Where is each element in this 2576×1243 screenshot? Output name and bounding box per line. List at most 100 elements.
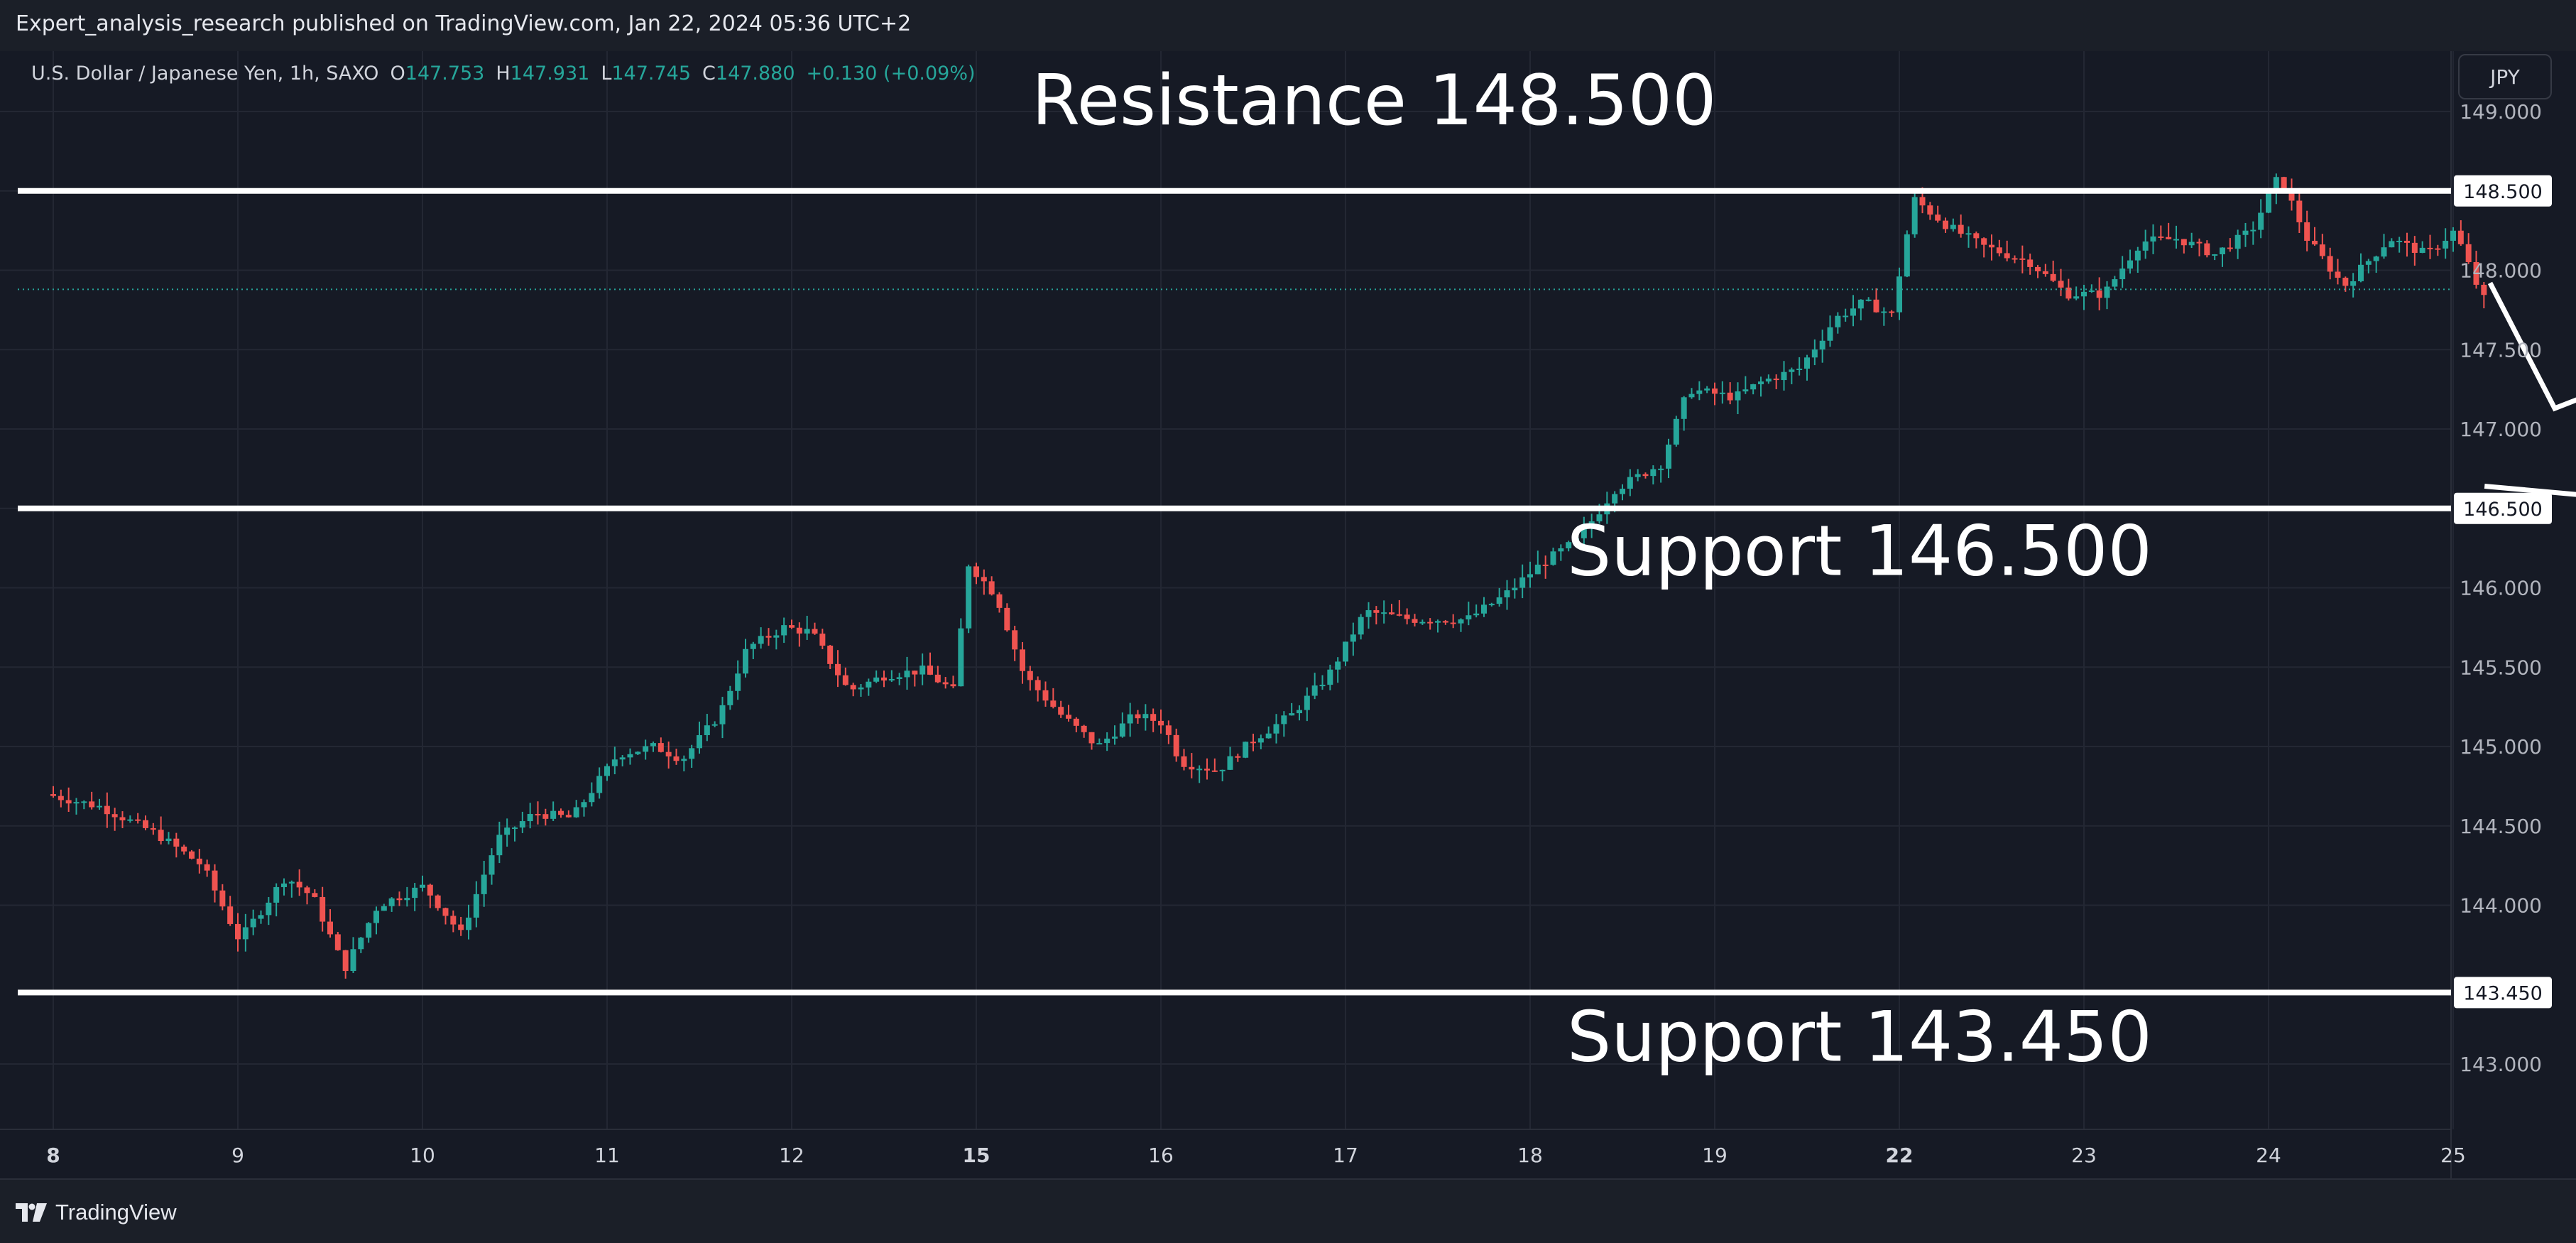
candle-body: [896, 677, 902, 679]
candle-body: [689, 748, 695, 759]
candle-body: [1811, 349, 1818, 358]
price-level-flag-text: 146.500: [2463, 499, 2543, 521]
candle-body: [2358, 264, 2364, 281]
price-level-flag-text: 143.450: [2463, 982, 2543, 1004]
price-axis[interactable]: 143.000 144.000 144.500 145.000 145.500 146.0…: [2454, 100, 2552, 1076]
candle-body: [2188, 241, 2195, 246]
candle-body: [1135, 714, 1141, 719]
candle-body: [466, 917, 471, 930]
candle-body: [381, 906, 387, 911]
candle-body: [1919, 197, 1926, 206]
candle-body: [1865, 299, 1872, 301]
candle-body: [1250, 742, 1256, 744]
projection-arrowhead[interactable]: [2484, 445, 2576, 508]
price-level-flag-text: 148.500: [2463, 181, 2543, 203]
candle-body: [320, 896, 326, 922]
candle-body: [1650, 469, 1657, 477]
projection[interactable]: [2484, 281, 2576, 508]
candle-body: [158, 830, 164, 842]
price-level-flag[interactable]: [2454, 492, 2552, 524]
candle-body: [1204, 769, 1210, 771]
annotation-text[interactable]: Support 146.500: [1567, 511, 2152, 592]
change-value: +0.130 (+0.09%): [806, 63, 976, 85]
open-value: 147.753: [405, 63, 485, 85]
candle-body: [1450, 622, 1456, 624]
candle-body: [542, 814, 549, 819]
candle-body: [735, 673, 741, 691]
time-tick-label: 16: [1148, 1144, 1174, 1167]
price-level-flag[interactable]: [2454, 175, 2552, 207]
candle-body: [1881, 311, 1887, 313]
candle-body: [1219, 769, 1226, 771]
candle-body: [1142, 714, 1149, 719]
candle-body: [189, 851, 195, 859]
candle-body: [942, 682, 949, 685]
candle-body: [2450, 230, 2456, 241]
price-chart[interactable]: Resistance 148.500 Support 146.500 Support…: [0, 51, 2576, 1178]
candle-body: [420, 884, 425, 888]
candle-body: [873, 677, 880, 682]
candle-body: [1904, 234, 1910, 277]
candle-body: [527, 813, 533, 822]
candle-body: [1696, 390, 1703, 394]
candle-body: [719, 705, 726, 724]
candle-body: [627, 754, 633, 758]
projection-path[interactable]: [2487, 281, 2576, 508]
candle-body: [296, 881, 302, 888]
price-level-flag[interactable]: [2454, 977, 2552, 1009]
candle-body: [934, 674, 941, 683]
candle-body: [1311, 685, 1318, 696]
candle-body: [2150, 236, 2156, 242]
candle-body: [489, 855, 495, 875]
candle-body: [2142, 241, 2149, 251]
candle-body: [1558, 548, 1564, 552]
candle-body: [1466, 615, 1472, 620]
candle-body: [2058, 281, 2064, 288]
candle-body: [858, 687, 864, 690]
candle-body: [1496, 597, 1502, 604]
annotation-text[interactable]: Support 143.450: [1567, 997, 2152, 1078]
candle-body: [481, 874, 487, 894]
candle-body: [2065, 287, 2072, 299]
low-label: L: [601, 63, 612, 85]
candle-body: [1012, 630, 1018, 650]
candle-body: [242, 927, 249, 940]
candle-body: [958, 628, 964, 687]
candle-body: [2220, 247, 2225, 255]
candle-body: [1381, 612, 1387, 614]
candle-body: [258, 915, 264, 919]
candle-body: [1827, 327, 1833, 341]
candle-body: [1211, 770, 1218, 772]
candle-body: [1096, 743, 1103, 745]
candle-body: [235, 923, 241, 940]
candle-body: [1257, 738, 1264, 743]
currency-button[interactable]: JPY: [2458, 54, 2552, 99]
candle-body: [81, 801, 87, 803]
candle-body: [1189, 766, 1195, 770]
candle-body: [835, 663, 841, 675]
annotation-text[interactable]: Resistance 148.500: [1032, 60, 1717, 141]
candle-body: [1935, 215, 1941, 221]
tradingview-logo[interactable]: TradingView: [16, 1198, 177, 1227]
candle-body: [1243, 742, 1249, 758]
candle-body: [73, 802, 80, 804]
candle-body: [2473, 262, 2479, 285]
candle-body: [1173, 734, 1179, 756]
candle-body: [2234, 234, 2241, 249]
candle-body: [635, 751, 641, 754]
candle-body: [2465, 244, 2472, 263]
time-axis[interactable]: 8 9 10 11 12 15 16 17 18 19 22 23 24 25: [46, 1144, 2466, 1167]
candle-body: [2319, 244, 2325, 256]
levels[interactable]: [18, 188, 2451, 996]
price-tick-label: 148.000: [2460, 259, 2542, 283]
candle-body: [1534, 564, 1541, 575]
candle-body: [1781, 371, 1787, 381]
candle-body: [1527, 574, 1533, 577]
candle-body: [1857, 299, 1864, 309]
chart-frame[interactable]: Resistance 148.500 Support 146.500 Support…: [0, 51, 2576, 1178]
candle-body: [1981, 238, 1987, 245]
annotations[interactable]: Resistance 148.500 Support 146.500 Support…: [1032, 60, 2152, 1078]
candle-body: [350, 949, 356, 972]
candle-body: [2196, 241, 2203, 244]
candle-body: [2281, 177, 2287, 190]
